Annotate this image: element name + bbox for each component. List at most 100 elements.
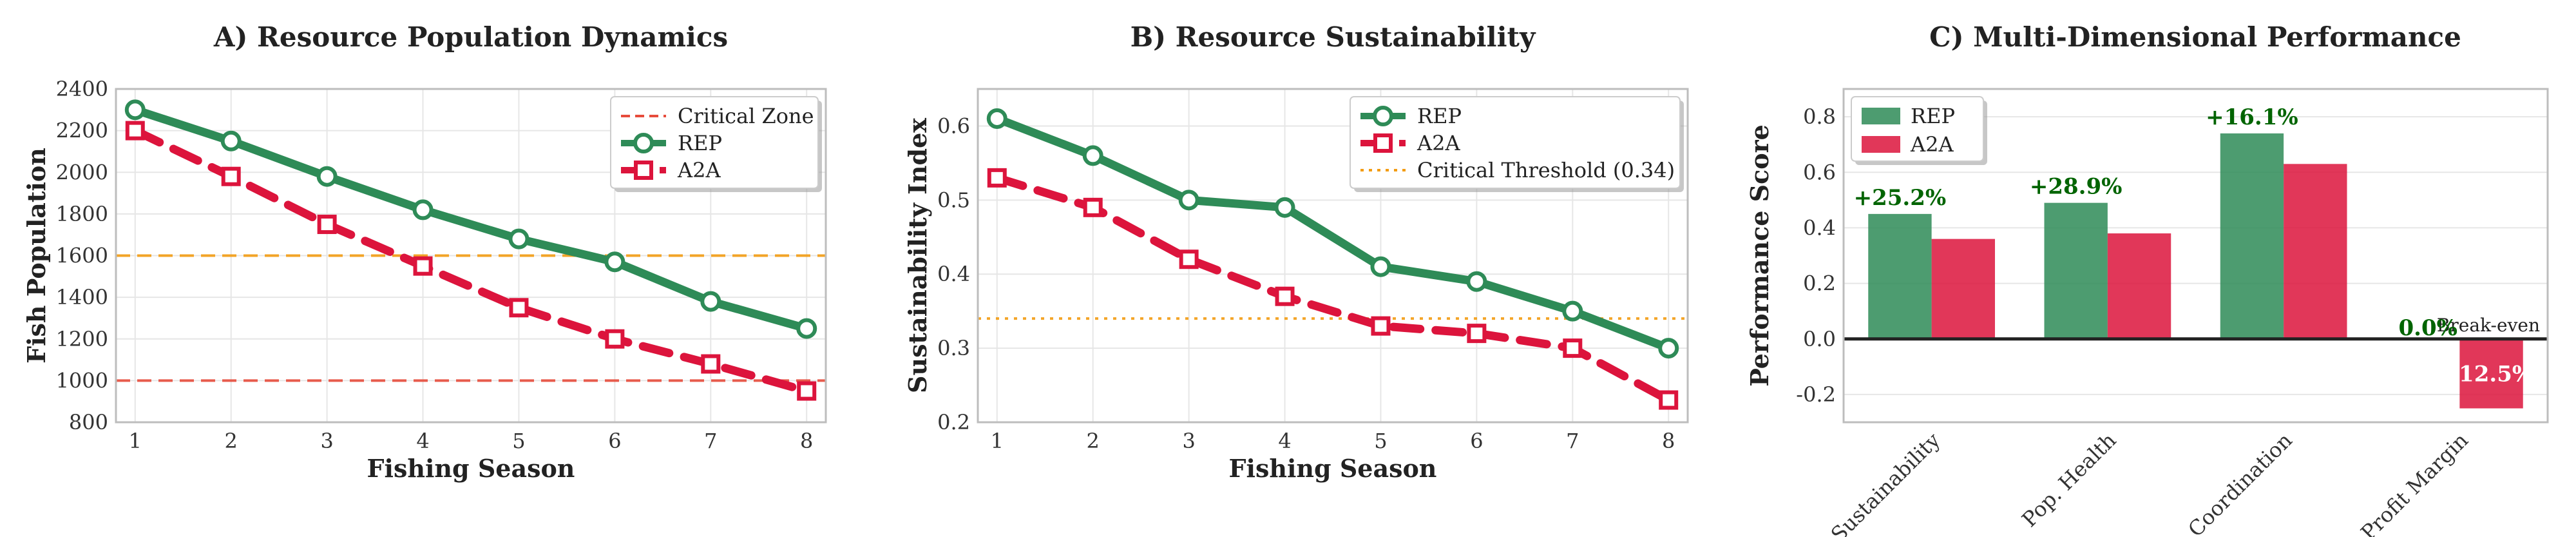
y-tick-label: 0.2 [937, 410, 970, 434]
data-point-rep [1274, 197, 1295, 218]
legend-label: REP [1417, 104, 1462, 128]
data-point-a2a [1275, 286, 1295, 306]
legend-label: REP [1911, 104, 1955, 128]
data-point-a2a [605, 329, 625, 349]
panel-C: C) Multi-Dimensional Performance -0.2 0.0 0… [1745, 21, 2549, 537]
bar-annotation: +16.1% [2206, 104, 2298, 130]
bar-a2a [1931, 239, 1995, 339]
y-tick-label: 1800 [56, 202, 108, 226]
data-point-rep [1178, 190, 1199, 211]
x-tick-label: 3 [1182, 429, 1195, 453]
legend-label: A2A [677, 158, 721, 182]
x-tick-label: 8 [1662, 429, 1675, 453]
data-point-rep [316, 166, 338, 187]
y-tick-label: 2200 [56, 119, 108, 143]
chart-title: B) Resource Sustainability [1131, 21, 1536, 53]
data-point-rep [796, 318, 817, 339]
data-point-a2a [1371, 316, 1391, 336]
legend-frame [610, 96, 819, 189]
data-point-a2a [125, 121, 145, 141]
data-point-a2a [1563, 338, 1583, 358]
bar-a2a [2284, 164, 2347, 339]
bar-rep [2044, 202, 2108, 339]
legend-label: Critical Threshold (0.34) [1417, 158, 1675, 182]
x-tick-label: 3 [320, 429, 333, 453]
series-line-a2a [993, 173, 1673, 405]
y-tick-label: 0.6 [937, 113, 970, 138]
x-tick-label: 2 [1087, 429, 1100, 453]
bar-a2a [2107, 233, 2171, 339]
data-point-a2a [509, 298, 529, 318]
legend-marker-rep [633, 133, 654, 153]
legend-label: A2A [1417, 131, 1460, 155]
x-tick-label: 6 [608, 429, 621, 453]
x-tick-label: Sustainability [1826, 428, 1945, 537]
reference-line-label: Break-even [2437, 315, 2540, 336]
x-tick-label: Profit Margin [2356, 428, 2473, 537]
x-tick-label: 7 [1566, 429, 1579, 453]
x-tick-label: 4 [416, 429, 429, 453]
y-tick-label: 0.6 [1803, 160, 1836, 184]
data-point-rep [1082, 145, 1103, 166]
x-tick-label: 4 [1278, 429, 1291, 453]
bar-annotation: -12.5% [2450, 362, 2533, 387]
data-point-a2a [797, 381, 817, 401]
y-tick-label: 0.0 [1803, 327, 1836, 351]
data-point-a2a [1179, 249, 1199, 269]
bar-annotation: +28.9% [2030, 174, 2123, 200]
bar-annotation: 0.0% [2398, 315, 2457, 341]
bar-rep [2220, 133, 2284, 339]
data-point-a2a [1083, 197, 1103, 217]
y-tick-label: 0.2 [1803, 271, 1836, 296]
legend-label: Critical Zone [678, 104, 814, 128]
data-point-rep [1562, 300, 1583, 322]
bar-annotation: +25.2% [1854, 185, 1947, 211]
x-tick-label: 5 [1374, 429, 1387, 453]
y-axis-label: Fish Population [22, 148, 51, 364]
y-tick-label: -0.2 [1796, 382, 1836, 407]
panel-A: A) Resource Population Dynamics 800 1000 1 2… [22, 21, 827, 483]
x-tick-label: 6 [1470, 429, 1483, 453]
legend-swatch-a2a [1862, 136, 1900, 153]
y-tick-label: 0.5 [937, 188, 970, 212]
bar-rep [1868, 213, 1932, 339]
data-point-rep [604, 251, 625, 273]
y-tick-label: 800 [69, 410, 108, 434]
data-point-rep [986, 108, 1007, 129]
panel-B: B) Resource Sustainability 0.2 0.3 0.4 0.5 0.… [903, 21, 1689, 483]
data-point-a2a [1659, 390, 1679, 410]
y-tick-label: 1600 [56, 244, 108, 268]
plot-frame [115, 88, 827, 424]
x-tick-label: 1 [991, 429, 1004, 453]
y-tick-label: 0.8 [1803, 104, 1836, 129]
data-point-rep [1658, 338, 1679, 359]
legend-label: A2A [1910, 132, 1954, 157]
y-tick-label: 2000 [56, 160, 108, 184]
y-axis-label: Performance Score [1745, 124, 1774, 387]
legend-marker-a2a [634, 161, 653, 180]
y-tick-label: 1400 [56, 285, 108, 309]
data-point-rep [220, 130, 242, 151]
chart-title: C) Multi-Dimensional Performance [1929, 21, 2461, 53]
legend-label: REP [678, 131, 722, 155]
x-tick-label: Coordination [2183, 428, 2297, 537]
y-tick-label: 0.3 [937, 336, 970, 360]
chart-title: A) Resource Population Dynamics [213, 21, 728, 53]
x-axis-label: Fishing Season [367, 454, 575, 483]
legend-swatch-rep [1862, 108, 1900, 124]
y-tick-label: 1000 [56, 368, 108, 393]
data-point-a2a [1467, 324, 1487, 344]
y-tick-label: 2400 [56, 77, 108, 101]
x-tick-label: 2 [225, 429, 238, 453]
x-tick-label: 1 [129, 429, 142, 453]
series-line-rep [131, 105, 811, 333]
data-point-rep [1466, 271, 1487, 292]
y-axis-label: Sustainability Index [903, 118, 932, 393]
plot-frame [977, 88, 1689, 424]
y-tick-label: 0.4 [1803, 215, 1836, 240]
data-point-a2a [701, 354, 721, 374]
data-point-a2a [317, 215, 337, 235]
x-tick-label: 8 [800, 429, 813, 453]
x-tick-label: Pop. Health [2017, 428, 2121, 532]
plot-frame [1842, 88, 2549, 424]
